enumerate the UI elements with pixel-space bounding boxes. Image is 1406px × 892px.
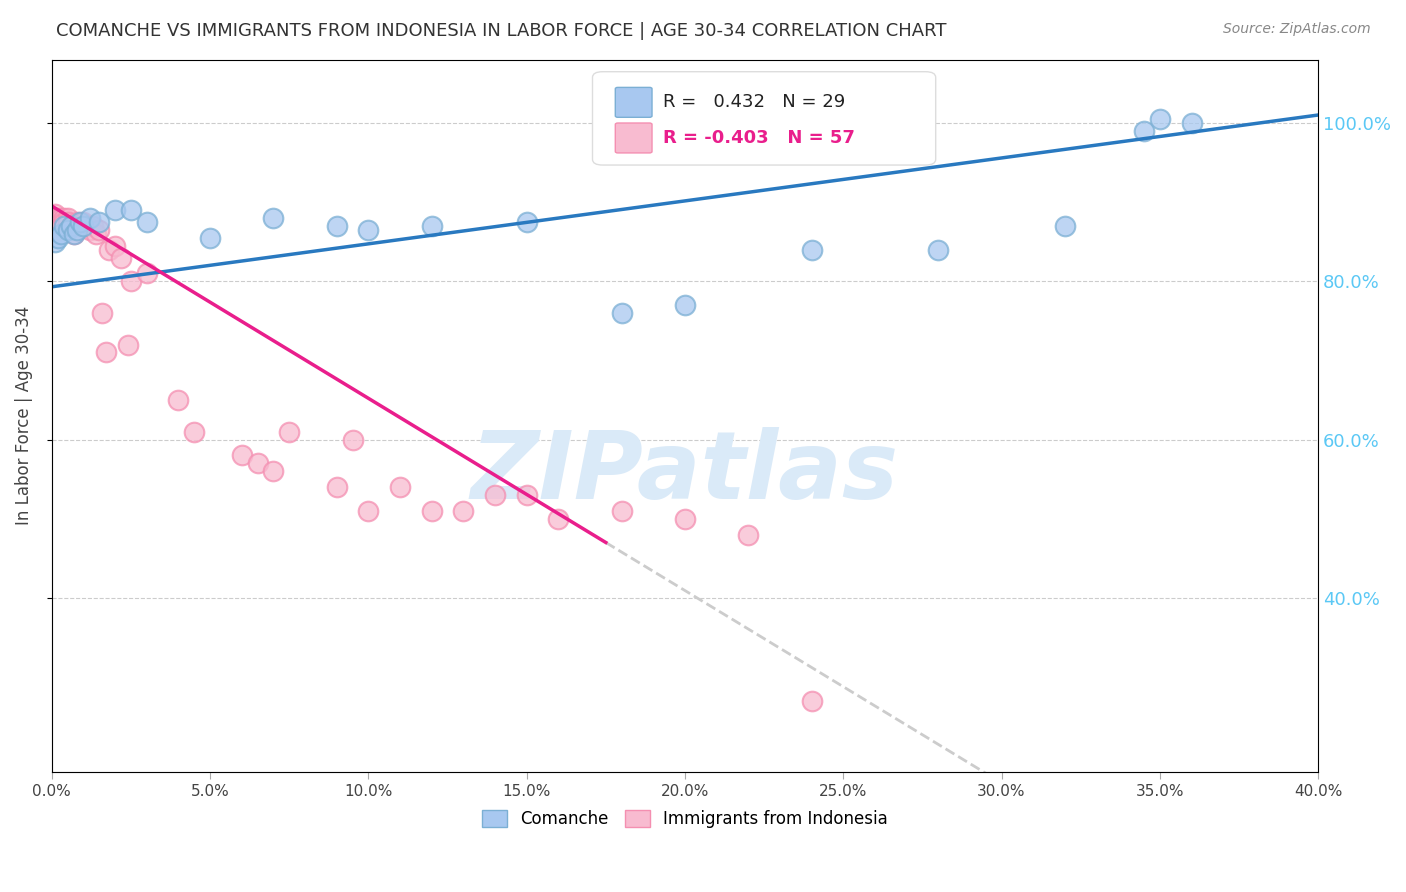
Point [357,504,380,518]
Point [44,211,66,225]
Point [104,202,127,217]
Point [388,480,411,494]
Point [51,227,73,241]
Point [420,504,443,518]
Point [79,211,101,225]
Point [44,219,66,233]
Text: R =   0.432   N = 29: R = 0.432 N = 29 [664,94,845,112]
Point [89,223,111,237]
Point [59,219,82,233]
Point [53,215,76,229]
Point [325,480,347,494]
Point [516,215,538,229]
FancyBboxPatch shape [616,123,652,153]
Point [44,215,66,229]
Legend: Comanche, Immigrants from Indonesia: Comanche, Immigrants from Indonesia [475,804,894,835]
Point [262,211,284,225]
Point [97,243,120,257]
Point [420,219,443,233]
Point [737,527,759,541]
Point [104,238,127,252]
Point [357,223,380,237]
Point [89,215,111,229]
Point [46,219,69,233]
Point [79,223,101,237]
Point [42,215,65,229]
Point [262,464,284,478]
Point [278,425,301,439]
Point [56,211,79,225]
Point [927,243,949,257]
Point [120,202,142,217]
Point [1053,219,1076,233]
Point [800,694,823,708]
Point [342,433,364,447]
Point [673,298,696,312]
Point [1180,116,1202,130]
Point [46,215,69,229]
Point [76,219,98,233]
Point [198,230,221,244]
Point [46,230,69,244]
Point [1133,124,1156,138]
Point [117,337,139,351]
FancyBboxPatch shape [616,87,652,118]
Point [63,227,86,241]
Point [51,219,73,233]
Point [46,211,69,225]
Point [72,219,94,233]
Point [53,219,76,233]
Point [94,345,117,359]
Text: Source: ZipAtlas.com: Source: ZipAtlas.com [1223,22,1371,37]
Point [44,235,66,249]
Text: COMANCHE VS IMMIGRANTS FROM INDONESIA IN LABOR FORCE | AGE 30-34 CORRELATION CHA: COMANCHE VS IMMIGRANTS FROM INDONESIA IN… [56,22,946,40]
Point [72,215,94,229]
Point [84,227,107,241]
Point [44,215,66,229]
Point [51,215,73,229]
Point [56,215,79,229]
Point [610,504,633,518]
Point [56,223,79,237]
Point [120,274,142,288]
Point [66,215,89,229]
Point [167,392,190,407]
Point [800,243,823,257]
Point [46,223,69,237]
Point [44,207,66,221]
Point [59,219,82,233]
Point [44,219,66,233]
Point [69,215,91,229]
Point [1149,112,1171,126]
Y-axis label: In Labor Force | Age 30-34: In Labor Force | Age 30-34 [15,306,32,525]
Point [82,219,104,233]
Point [516,488,538,502]
Point [183,425,205,439]
Text: ZIPatlas: ZIPatlas [471,426,898,519]
Text: R = -0.403   N = 57: R = -0.403 N = 57 [664,129,855,147]
Point [66,223,89,237]
Point [110,251,132,265]
Point [246,456,269,470]
Point [53,211,76,225]
Point [135,215,157,229]
Point [91,306,114,320]
Point [484,488,506,502]
Point [44,215,66,229]
Point [63,227,86,241]
Point [673,512,696,526]
Point [51,211,73,225]
Point [453,504,475,518]
Point [135,266,157,280]
Point [610,306,633,320]
Point [325,219,347,233]
Point [42,211,65,225]
Point [547,512,569,526]
Point [69,219,91,233]
Point [231,449,253,463]
FancyBboxPatch shape [592,71,935,165]
